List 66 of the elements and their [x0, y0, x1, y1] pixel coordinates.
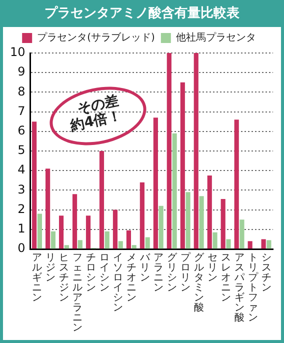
x-tick-label: トリプトファン	[248, 252, 259, 324]
bar	[153, 118, 158, 249]
x-tick-label: アラニン	[153, 252, 164, 294]
x-tick-label: メチオニン	[126, 252, 136, 304]
bar	[158, 206, 164, 249]
bar	[220, 199, 226, 249]
x-tick-label: アルギニン	[32, 252, 42, 304]
bar	[58, 216, 64, 249]
bar	[266, 240, 272, 249]
x-tick-label: ヒスチジン	[58, 252, 69, 304]
bar	[145, 237, 150, 249]
bar	[78, 240, 82, 249]
x-tick-label: チロシン	[86, 252, 96, 294]
y-tick-label: 3	[18, 182, 26, 196]
bar	[240, 220, 244, 249]
y-tick-label: 8	[18, 84, 26, 98]
x-tick-label: フェニルアラニン	[72, 252, 82, 334]
y-tick-label: 6	[18, 124, 26, 138]
bar	[50, 231, 56, 249]
bar	[64, 245, 69, 249]
bar	[226, 239, 231, 249]
chart-title: プラセンタアミノ酸含有量比較表	[3, 3, 281, 27]
y-tick-label: 5	[18, 143, 26, 158]
bar	[132, 245, 136, 249]
legend-label: プラセンタ(サラブレッド)	[37, 32, 155, 44]
bar	[112, 210, 118, 249]
y-tick-label: 1	[18, 222, 26, 236]
bar	[261, 239, 266, 249]
bar	[248, 241, 252, 249]
y-tick-label: 0	[18, 241, 26, 256]
bar	[172, 133, 177, 249]
x-tick-label: シスチン	[261, 252, 272, 294]
x-tick-label: バリン	[138, 252, 151, 284]
bar	[32, 122, 37, 249]
x-tick-label: セリン	[207, 252, 218, 284]
x-tick-label: グルタミン酸	[194, 252, 205, 314]
y-tick-label: 9	[18, 64, 26, 79]
x-tick-label: ロイシン	[99, 252, 110, 294]
bar	[46, 168, 50, 249]
bar	[37, 214, 42, 249]
x-tick-label: スレオニン	[220, 252, 231, 304]
legend-label: 他社馬プラセンタ	[176, 32, 256, 44]
bar	[194, 53, 198, 249]
y-tick-label: 4	[18, 162, 26, 177]
bar	[126, 230, 132, 249]
bar	[207, 176, 212, 249]
bar	[186, 192, 190, 249]
x-tick-label: グリシン	[166, 252, 178, 294]
bar	[234, 120, 239, 249]
x-tick-label: プロリン	[180, 252, 192, 294]
bar	[199, 196, 204, 249]
x-tick-label: リジン	[45, 252, 56, 284]
bar	[180, 82, 185, 249]
bar	[166, 53, 172, 249]
y-tick-label: 2	[18, 202, 26, 216]
bar	[140, 182, 144, 249]
y-tick-label: 10	[10, 45, 26, 60]
bar	[118, 241, 123, 249]
bar	[212, 232, 218, 249]
bar	[86, 216, 91, 249]
y-tick-label: 7	[18, 104, 26, 118]
x-tick-label: イソロイシン	[112, 252, 123, 314]
bar	[72, 194, 78, 249]
bar	[99, 151, 104, 249]
bar	[104, 231, 110, 249]
x-tick-label: アスパラギン酸	[233, 252, 246, 324]
